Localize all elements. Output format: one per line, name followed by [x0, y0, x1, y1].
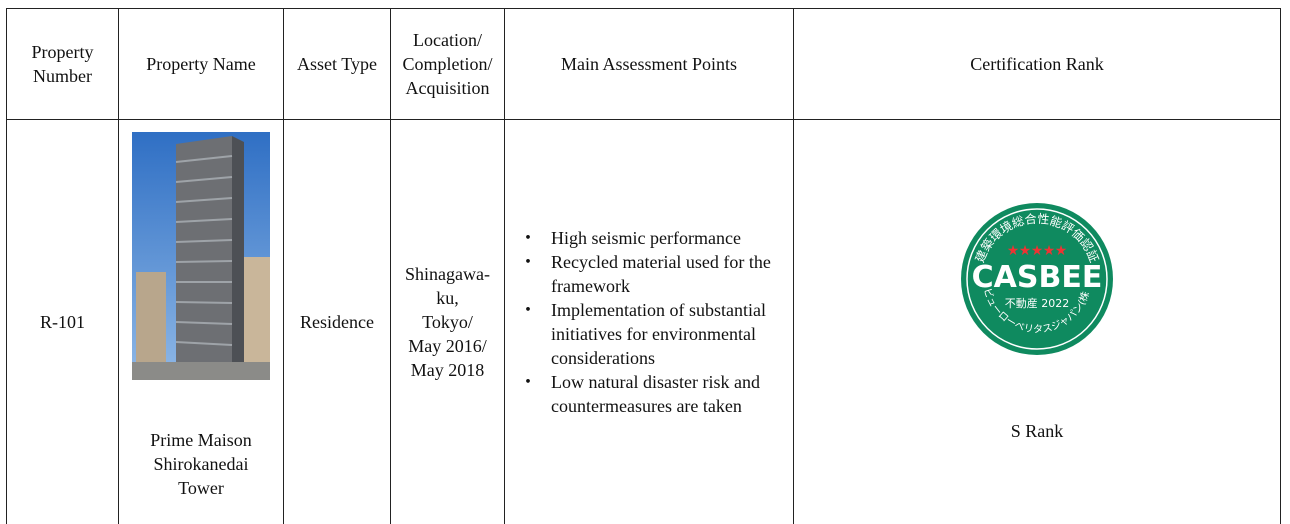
points-list: High seismic performance Recycled materi…	[511, 226, 787, 418]
location-line: Shinagawa-ku,	[397, 262, 498, 310]
location-cell: Shinagawa-ku, Tokyo/ May 2016/ May 2018	[391, 120, 505, 524]
header-row: Property Number Property Name Asset Type…	[7, 9, 1281, 120]
svg-text:★: ★	[1007, 243, 1020, 259]
point: High seismic performance	[533, 226, 787, 250]
number-cell: R-101	[7, 120, 119, 524]
casbee-logo: 建築環境総合性能評価認証 ★★★★★ CASBEE 不動産 2022 ビューロー…	[959, 201, 1115, 357]
name-line: Tower	[125, 476, 277, 500]
asset-type-cell: Residence	[284, 120, 391, 524]
svg-text:★: ★	[1055, 243, 1068, 259]
logo-stars: ★★★★★	[1007, 243, 1068, 259]
location-line: May 2016/	[397, 334, 498, 358]
header-cell: Property Name	[119, 9, 284, 120]
header-cell: Property Number	[7, 9, 119, 120]
location-line: Tokyo/	[397, 310, 498, 334]
point: Implementation of substantial initiative…	[533, 298, 787, 370]
header-line: Completion/	[397, 52, 498, 76]
logo-middle: 不動産 2022	[1005, 296, 1070, 310]
property-name: Prime Maison Shirokanedai Tower	[125, 428, 277, 500]
name-line: Shirokanedai	[125, 452, 277, 476]
data-row: R-101 Prime Maison Shirokanedai	[7, 120, 1281, 524]
building-photo	[132, 132, 270, 380]
point: Low natural disaster risk and countermea…	[533, 370, 787, 418]
name-cell: Prime Maison Shirokanedai Tower	[119, 120, 284, 524]
point: Recycled material used for the framework	[533, 250, 787, 298]
header-cell: Certification Rank	[794, 9, 1281, 120]
svg-text:★: ★	[1043, 243, 1056, 259]
location-line: May 2018	[397, 358, 498, 382]
svg-text:★: ★	[1019, 243, 1032, 259]
header-cell: Asset Type	[284, 9, 391, 120]
header-cell: Location/ Completion/ Acquisition	[391, 9, 505, 120]
header-line: Acquisition	[397, 76, 498, 100]
name-line: Prime Maison	[125, 428, 277, 452]
header-cell: Main Assessment Points	[505, 9, 794, 120]
points-cell: High seismic performance Recycled materi…	[505, 120, 794, 524]
property-table: Property Number Property Name Asset Type…	[6, 8, 1281, 524]
header-line: Location/	[397, 28, 498, 52]
rank-cell: 建築環境総合性能評価認証 ★★★★★ CASBEE 不動産 2022 ビューロー…	[794, 120, 1281, 524]
svg-text:★: ★	[1031, 243, 1044, 259]
page: {"table": { "headers": ["Property Number…	[0, 0, 1290, 513]
rank-text: S Rank	[800, 419, 1274, 443]
